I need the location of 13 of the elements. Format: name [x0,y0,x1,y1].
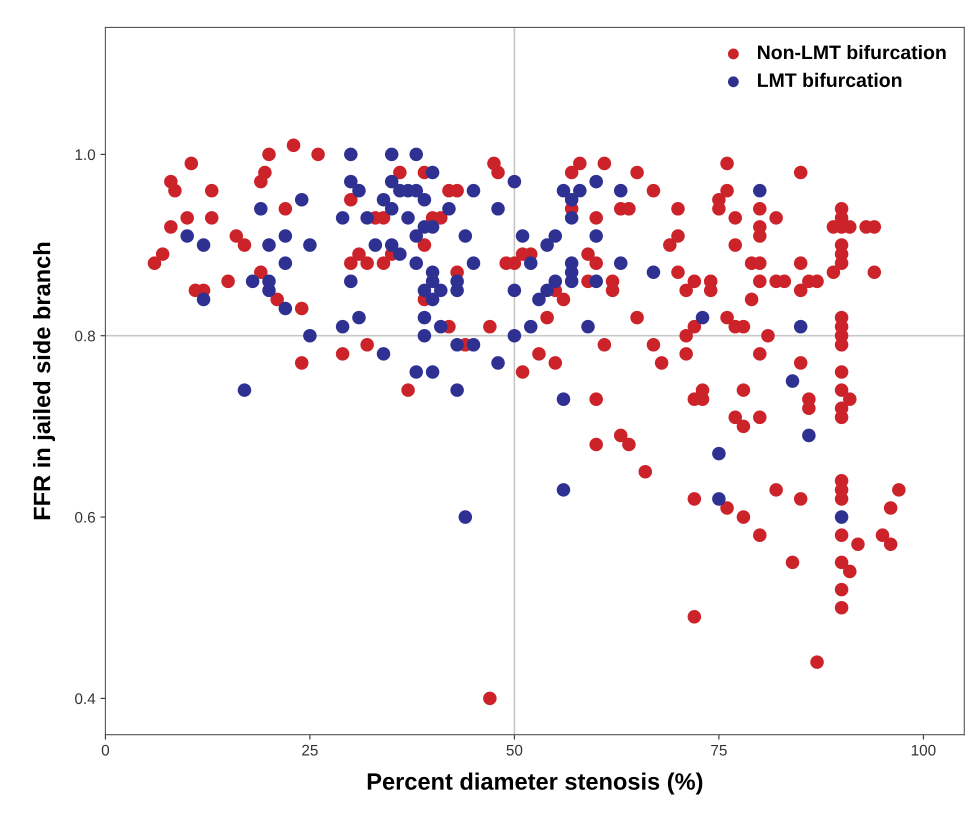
y-tick-label: 0.8 [75,330,96,342]
x-axis-title: Percent diameter stenosis (%) [368,772,702,795]
legend-label: LMT bifurcation [758,72,902,88]
x-tick-label: 75 [711,744,727,756]
legend-label: Non-LMT bifurcation [758,44,946,60]
x-tick-label: 50 [506,744,522,756]
x-tick-label: 100 [912,744,936,756]
y-tick-label: 1.0 [76,149,96,160]
x-tick-label: 0 [102,744,110,756]
y-axis-title: FFR in jailed side branch [32,242,56,520]
x-tick-label: 25 [302,744,318,756]
y-tick-label: 0.4 [75,693,96,704]
y-tick-label: 0.6 [75,512,96,523]
